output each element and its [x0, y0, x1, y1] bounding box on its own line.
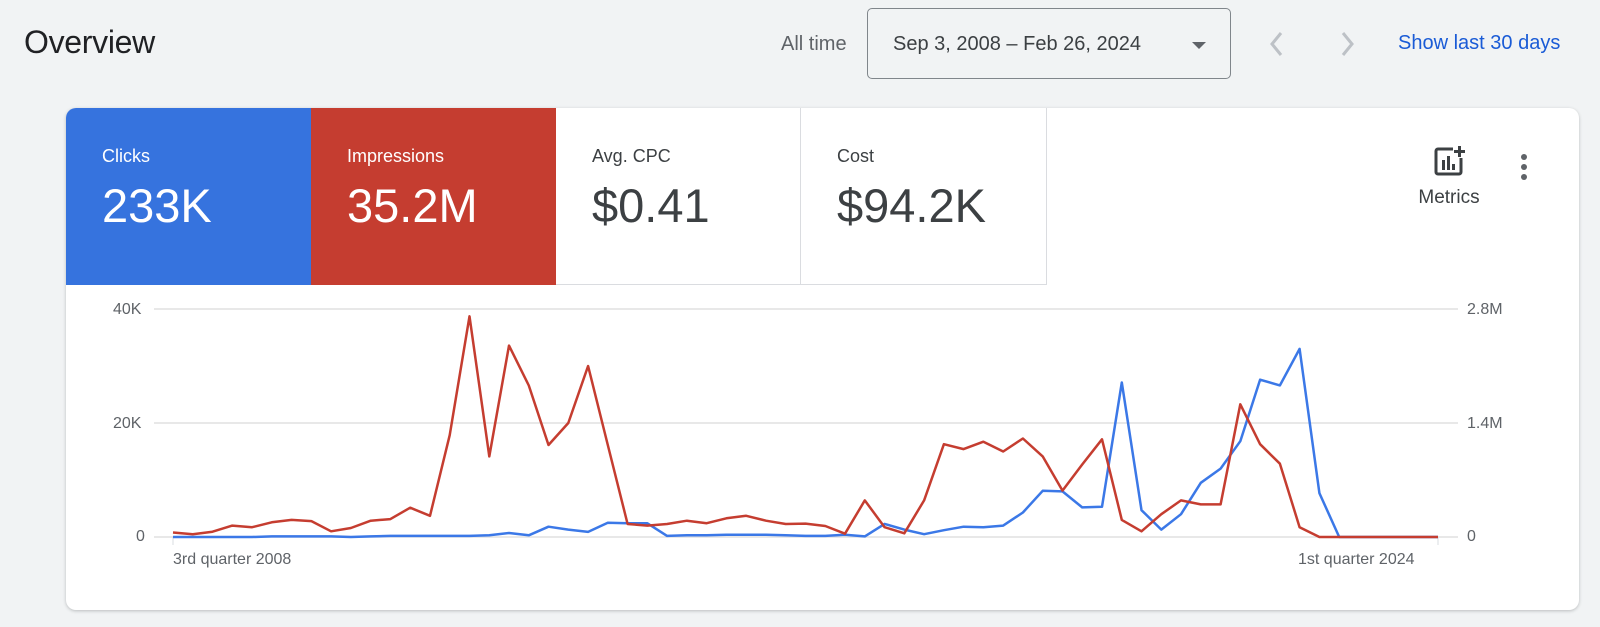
series-line-clicks — [173, 347, 1438, 539]
dropdown-arrow-icon — [1192, 42, 1206, 49]
left-axis-tick: 0 — [136, 528, 145, 545]
range-label: All time — [781, 33, 847, 55]
x-axis-start-label: 3rd quarter 2008 — [173, 551, 292, 568]
performance-chart: 40K 20K 0 2.8M 1.4M 0 3rd quarter 2008 1… — [66, 285, 1579, 610]
right-axis-tick: 2.8M — [1467, 301, 1503, 318]
metric-label: Cost — [837, 146, 875, 166]
right-axis-tick: 0 — [1467, 528, 1476, 545]
metric-value: $0.41 — [592, 179, 710, 232]
next-period-button[interactable] — [1332, 24, 1362, 64]
metric-tile-impressions[interactable]: Impressions 35.2M — [311, 108, 556, 285]
metric-tile-cost[interactable]: Cost $94.2K — [801, 108, 1047, 285]
more-options-button[interactable] — [1514, 150, 1534, 184]
show-last-30-days-link[interactable]: Show last 30 days — [1398, 32, 1561, 54]
date-range-picker[interactable]: Sep 3, 2008 – Feb 26, 2024 — [867, 8, 1231, 79]
left-axis-tick: 40K — [113, 301, 142, 318]
metric-tile-avg-cpc[interactable]: Avg. CPC $0.41 — [556, 108, 801, 285]
metric-value: $94.2K — [837, 179, 986, 232]
metric-label: Clicks — [102, 146, 150, 166]
left-axis-tick: 20K — [113, 415, 142, 432]
metrics-label: Metrics — [1418, 187, 1480, 208]
metric-value: 233K — [102, 179, 212, 232]
overview-card: Clicks 233K Impressions 35.2M Avg. CPC $… — [66, 108, 1579, 610]
metric-label: Avg. CPC — [592, 146, 671, 166]
line-chart — [154, 308, 1458, 545]
previous-period-button[interactable] — [1262, 24, 1292, 64]
right-axis-tick: 1.4M — [1467, 415, 1503, 432]
x-axis-end-label: 1st quarter 2024 — [1298, 551, 1415, 568]
series-line-impressions — [172, 315, 1438, 539]
more-vert-icon — [1521, 154, 1527, 180]
chevron-left-icon — [1270, 32, 1283, 56]
add-chart-icon — [1434, 146, 1465, 176]
metric-value: 35.2M — [347, 179, 478, 232]
page-title: Overview — [24, 24, 155, 60]
metric-label: Impressions — [347, 146, 445, 166]
metrics-button[interactable]: Metrics — [1404, 144, 1494, 216]
date-range-text: Sep 3, 2008 – Feb 26, 2024 — [893, 33, 1141, 55]
chevron-right-icon — [1341, 32, 1354, 56]
metric-tile-clicks[interactable]: Clicks 233K — [66, 108, 311, 285]
